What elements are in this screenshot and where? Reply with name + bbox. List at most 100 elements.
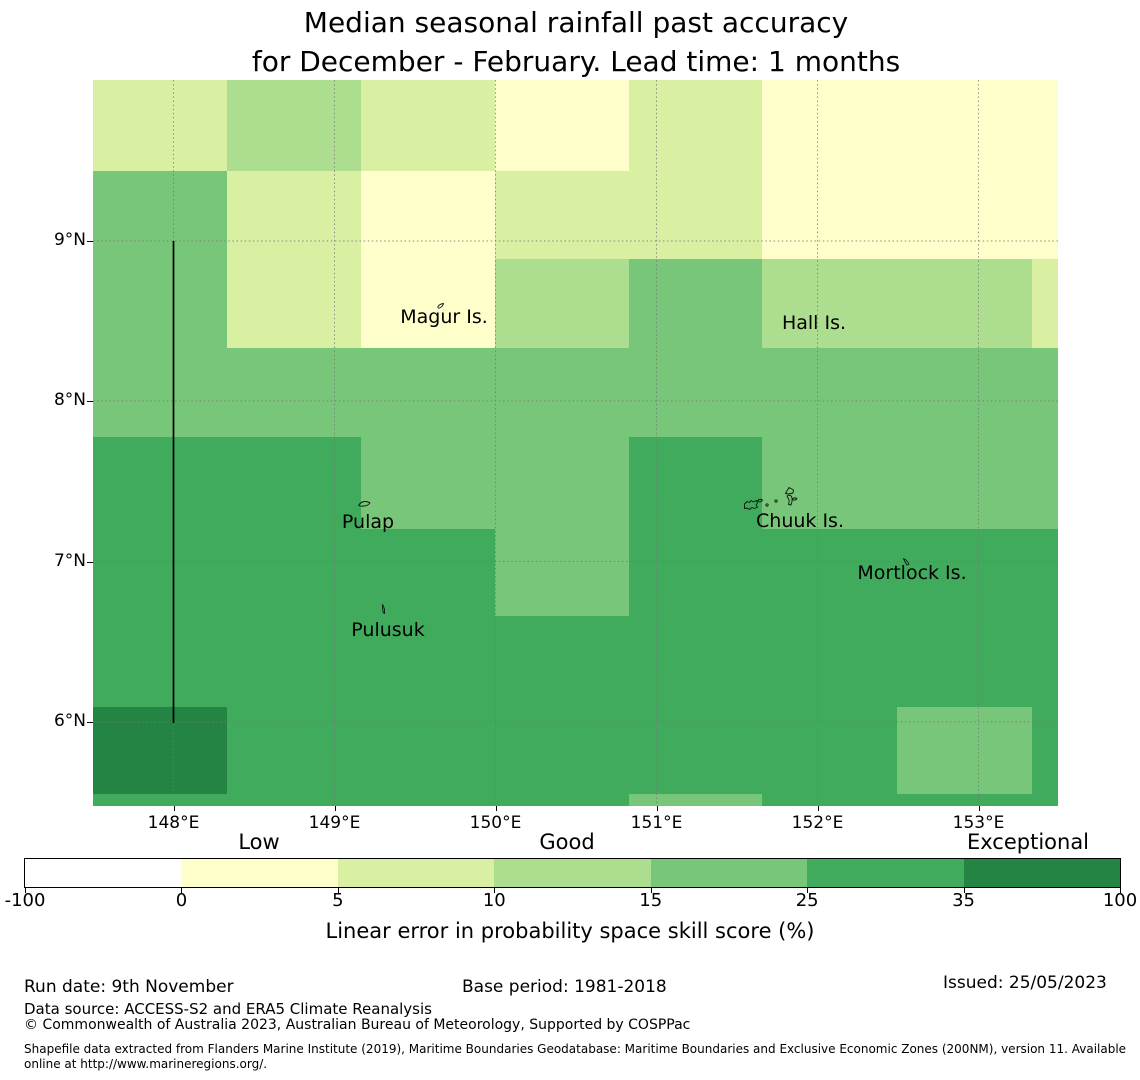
colorbar-tick-mark xyxy=(807,888,809,893)
heatmap-cell xyxy=(495,529,629,616)
island-outline xyxy=(774,499,778,503)
colorbar-tick-mark xyxy=(337,888,339,893)
y-tick-label: 7°N xyxy=(53,550,86,571)
chart-title-line1: Median seasonal rainfall past accuracy xyxy=(303,6,849,39)
colorbar-axis-label: Linear error in probability space skill … xyxy=(325,919,815,943)
y-tick-label: 8°N xyxy=(53,390,86,410)
heatmap-cell xyxy=(93,529,495,616)
island-outline xyxy=(903,558,910,566)
issued-date-text: Issued: 25/05/2023 xyxy=(943,973,1107,993)
island-outline xyxy=(437,303,444,309)
graticule-gridlines xyxy=(93,80,1058,806)
heatmap-cell xyxy=(93,171,227,348)
colorbar-category-exceptional: Exceptional xyxy=(966,830,1090,854)
heatmap-cell xyxy=(495,80,629,171)
heatmap-cell xyxy=(93,80,227,171)
copyright-text: © Commonwealth of Australia 2023, Austra… xyxy=(24,1017,691,1033)
heatmap-cells xyxy=(93,80,1058,806)
heatmap-cell xyxy=(629,437,762,529)
colorbar-segment xyxy=(807,859,964,887)
base-period-text: Base period: 1981-2018 xyxy=(462,977,667,997)
x-tick-label: 151°E xyxy=(630,813,683,833)
colorbar-tick-label: 25 xyxy=(795,890,819,911)
colorbar-segment xyxy=(181,859,338,887)
x-tick-label: 148°E xyxy=(147,813,200,833)
y-tick-label: 6°N xyxy=(53,711,86,731)
colorbar-tick-mark xyxy=(963,888,965,893)
heatmap-cell xyxy=(762,437,1058,529)
island-outline xyxy=(765,503,769,507)
colorbar-tick-label: 15 xyxy=(639,890,663,911)
colorbar-segment xyxy=(963,859,1120,887)
colorbar-segment xyxy=(337,859,495,887)
y-tick-mark xyxy=(87,401,93,402)
island-outline xyxy=(792,497,798,501)
rainfall-skill-heatmap xyxy=(93,80,1058,806)
heatmap-cell xyxy=(93,348,1058,437)
x-tick-mark xyxy=(173,806,175,811)
x-tick-label: 149°E xyxy=(308,813,361,833)
run-date-text: Run date: 9th November xyxy=(24,977,234,997)
island-outline xyxy=(744,500,758,510)
heatmap-cell xyxy=(1032,707,1058,794)
island-outline xyxy=(757,498,763,503)
shapefile-attribution-line2: online at http://www.marineregions.org/. xyxy=(24,1057,268,1071)
colorbar-category-low: Low xyxy=(238,830,280,854)
island-outline xyxy=(382,604,386,614)
heatmap-cell xyxy=(93,794,629,806)
island-outline xyxy=(786,494,793,506)
heatmap-cell xyxy=(93,437,361,529)
x-tick-mark xyxy=(495,806,497,811)
colorbar-tick-mark xyxy=(25,888,26,893)
colorbar-tick-mark xyxy=(1120,888,1121,893)
heatmap-cell xyxy=(495,259,629,348)
x-tick-mark xyxy=(817,806,819,811)
heatmap-cell xyxy=(629,529,1058,616)
x-tick-mark xyxy=(334,806,336,811)
x-tick-label: 153°E xyxy=(952,813,1005,833)
colorbar xyxy=(24,858,1121,888)
heatmap-cell xyxy=(361,437,629,529)
heatmap-cell xyxy=(361,171,495,348)
heatmap-cell xyxy=(227,707,897,794)
heatmap-cell xyxy=(93,616,1058,707)
chart-title-line2: for December - February. Lead time: 1 mo… xyxy=(251,45,901,78)
colorbar-tick-mark xyxy=(181,888,183,893)
colorbar-segment xyxy=(25,859,182,887)
heatmap-cell xyxy=(897,707,1032,794)
colorbar-tick-label: -100 xyxy=(4,890,46,911)
colorbar-tick-label: 100 xyxy=(1102,890,1138,911)
colorbar-tick-label: 10 xyxy=(482,890,506,911)
heatmap-cell xyxy=(227,80,361,171)
heatmap-cell xyxy=(629,259,762,348)
island-outline xyxy=(785,487,794,495)
heatmap-cell xyxy=(762,259,1032,348)
colorbar-tick-label: 0 xyxy=(175,890,188,911)
colorbar-category-good: Good xyxy=(539,830,595,854)
heatmap-cell xyxy=(227,171,361,348)
y-tick-mark xyxy=(87,722,93,723)
heatmap-cell xyxy=(1032,259,1058,348)
colorbar-tick-label: 5 xyxy=(332,890,344,911)
data-source-text: Data source: ACCESS-S2 and ERA5 Climate … xyxy=(24,1000,432,1018)
x-tick-mark xyxy=(978,806,980,811)
heatmap-cell xyxy=(629,80,762,259)
colorbar-tick-mark xyxy=(494,888,496,893)
colorbar-segment xyxy=(650,859,808,887)
shapefile-attribution-line1: Shapefile data extracted from Flanders M… xyxy=(24,1042,1127,1056)
heatmap-cell xyxy=(93,707,227,794)
island-outline xyxy=(358,501,371,507)
colorbar-segment xyxy=(494,859,651,887)
colorbar-tick-label: 35 xyxy=(952,890,976,911)
y-tick-label: 9°N xyxy=(53,230,86,250)
island-outlines xyxy=(358,303,910,614)
x-tick-mark xyxy=(656,806,658,811)
heatmap-cell xyxy=(629,794,762,806)
y-tick-mark xyxy=(87,241,93,242)
heatmap-cell xyxy=(762,794,1058,806)
x-tick-label: 150°E xyxy=(469,813,522,833)
colorbar-tick-mark xyxy=(650,888,652,893)
x-tick-label: 152°E xyxy=(791,813,844,833)
y-tick-mark xyxy=(87,561,93,563)
